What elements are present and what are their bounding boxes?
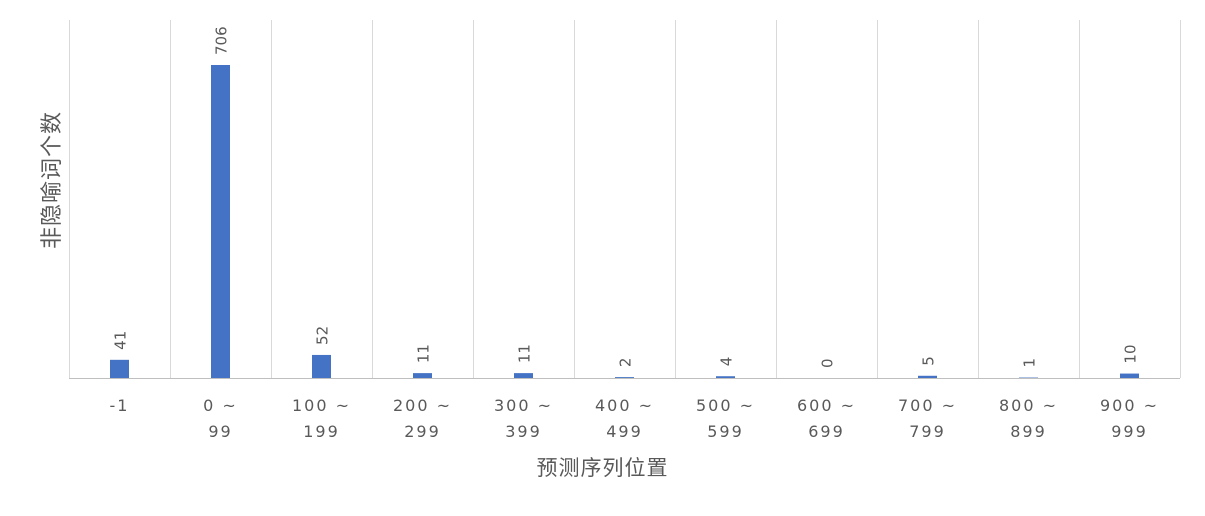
x-tick-label: 699 (808, 422, 845, 441)
x-tick-label: 499 (606, 422, 643, 441)
x-tick-label: 0 ~ (203, 396, 238, 415)
data-label: 2 (617, 358, 635, 368)
y-axis-title: 非隐喻词个数 (40, 110, 66, 250)
x-tick-label: 300 ~ (494, 396, 553, 415)
data-label: 11 (415, 344, 433, 363)
x-tick-label: 400 ~ (595, 396, 654, 415)
x-tick-label: 999 (1111, 422, 1148, 441)
x-tick-label: 600 ~ (797, 396, 856, 415)
data-label: 1 (1021, 358, 1039, 368)
x-tick-label: 899 (1010, 422, 1047, 441)
x-tick-label: 100 ~ (292, 396, 351, 415)
x-axis-title: 预测序列位置 (536, 456, 669, 480)
bar (110, 359, 129, 378)
data-label: 10 (1122, 344, 1140, 363)
data-label: 4 (718, 357, 736, 367)
bar (716, 376, 735, 378)
y-axis-title-container: 非隐喻词个数 (26, 80, 74, 280)
x-tick-label: 800 ~ (999, 396, 1058, 415)
x-tick-label: 599 (707, 422, 744, 441)
bar (514, 373, 533, 378)
bar (615, 377, 634, 378)
bar (312, 354, 331, 378)
data-label: 0 (819, 358, 837, 368)
x-tick-label: -1 (110, 396, 130, 415)
x-tick-label: 399 (505, 422, 542, 441)
x-tick-label: 200 ~ (393, 396, 452, 415)
data-label: 52 (314, 326, 332, 345)
bar (1120, 373, 1139, 378)
data-label: 706 (213, 26, 231, 55)
data-label: 5 (920, 356, 938, 366)
bar (211, 65, 230, 378)
x-tick-label: 700 ~ (898, 396, 957, 415)
data-label: 41 (112, 331, 130, 350)
x-tick-label: 799 (909, 422, 946, 441)
x-tick-label: 500 ~ (696, 396, 755, 415)
x-tick-label: 299 (404, 422, 441, 441)
bar (918, 375, 937, 378)
data-label: 11 (516, 344, 534, 363)
x-tick-label: 99 (208, 422, 232, 441)
bar (413, 373, 432, 378)
x-tick-label: 199 (303, 422, 340, 441)
x-tick-label: 900 ~ (1100, 396, 1159, 415)
